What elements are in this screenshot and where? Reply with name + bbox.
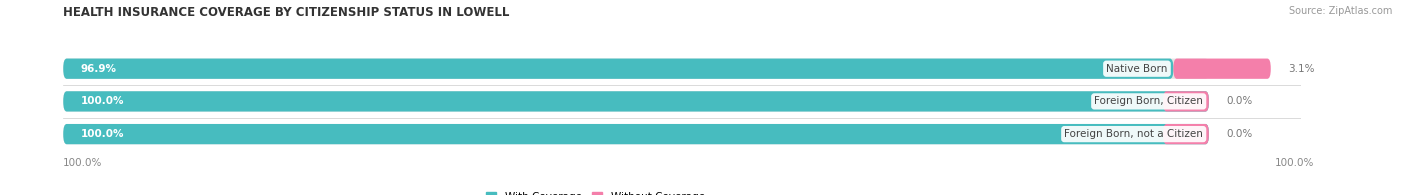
- Text: 96.9%: 96.9%: [80, 64, 117, 74]
- Text: Native Born: Native Born: [1107, 64, 1167, 74]
- Text: 3.1%: 3.1%: [1288, 64, 1315, 74]
- FancyBboxPatch shape: [63, 124, 1209, 144]
- FancyBboxPatch shape: [1163, 124, 1209, 144]
- Text: 0.0%: 0.0%: [1226, 96, 1253, 106]
- Text: 100.0%: 100.0%: [1275, 158, 1315, 168]
- Legend: With Coverage, Without Coverage: With Coverage, Without Coverage: [482, 187, 709, 195]
- Text: 100.0%: 100.0%: [80, 129, 124, 139]
- Text: Foreign Born, not a Citizen: Foreign Born, not a Citizen: [1064, 129, 1204, 139]
- Text: 100.0%: 100.0%: [63, 158, 103, 168]
- FancyBboxPatch shape: [63, 58, 1209, 79]
- FancyBboxPatch shape: [63, 58, 1174, 79]
- Text: HEALTH INSURANCE COVERAGE BY CITIZENSHIP STATUS IN LOWELL: HEALTH INSURANCE COVERAGE BY CITIZENSHIP…: [63, 6, 509, 19]
- FancyBboxPatch shape: [63, 124, 1209, 144]
- Text: Source: ZipAtlas.com: Source: ZipAtlas.com: [1288, 6, 1392, 16]
- FancyBboxPatch shape: [1163, 91, 1209, 112]
- Text: 100.0%: 100.0%: [80, 96, 124, 106]
- FancyBboxPatch shape: [1174, 58, 1271, 79]
- Text: Foreign Born, Citizen: Foreign Born, Citizen: [1094, 96, 1204, 106]
- FancyBboxPatch shape: [63, 91, 1209, 112]
- FancyBboxPatch shape: [63, 91, 1209, 112]
- Text: 0.0%: 0.0%: [1226, 129, 1253, 139]
